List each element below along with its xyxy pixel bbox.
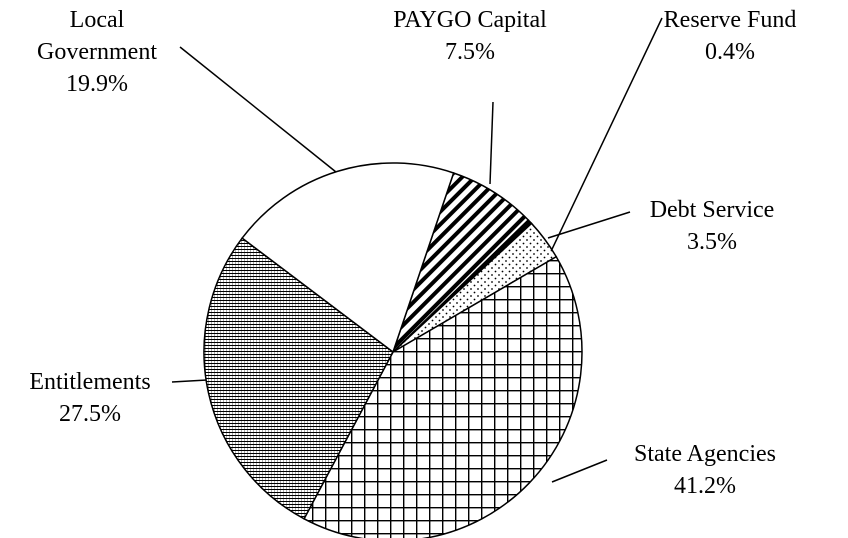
- value-label: 27.5%: [59, 401, 121, 427]
- leader-line: [171, 379, 208, 383]
- category-label: State Agencies: [634, 441, 776, 467]
- leader-line: [179, 46, 337, 173]
- category-label: Entitlements: [29, 369, 151, 395]
- value-label: 41.2%: [674, 473, 736, 499]
- value-label: 3.5%: [687, 229, 737, 255]
- category-label: Debt Service: [649, 197, 775, 223]
- category-label: Local Government: [37, 7, 157, 65]
- value-label: 0.4%: [705, 39, 755, 65]
- pie-slice: [203, 237, 394, 520]
- leader-line: [547, 211, 631, 239]
- leader-line: [489, 101, 494, 185]
- category-label: PAYGO Capital: [393, 7, 547, 33]
- slice-label: Local Government 19.9%: [32, 4, 162, 100]
- pie-slice: [241, 162, 455, 354]
- slice-label: PAYGO Capital 7.5%: [370, 4, 570, 68]
- pie-slice: [303, 255, 583, 538]
- slice-label: Reserve Fund 0.4%: [630, 4, 830, 68]
- slice-label: State Agencies 41.2%: [605, 438, 805, 502]
- value-label: 7.5%: [445, 39, 495, 65]
- leader-line: [551, 459, 608, 483]
- category-label: Reserve Fund: [663, 7, 797, 33]
- slice-label: Entitlements 27.5%: [10, 366, 170, 430]
- slice-label: Debt Service 3.5%: [612, 194, 812, 258]
- value-label: 19.9%: [66, 71, 128, 97]
